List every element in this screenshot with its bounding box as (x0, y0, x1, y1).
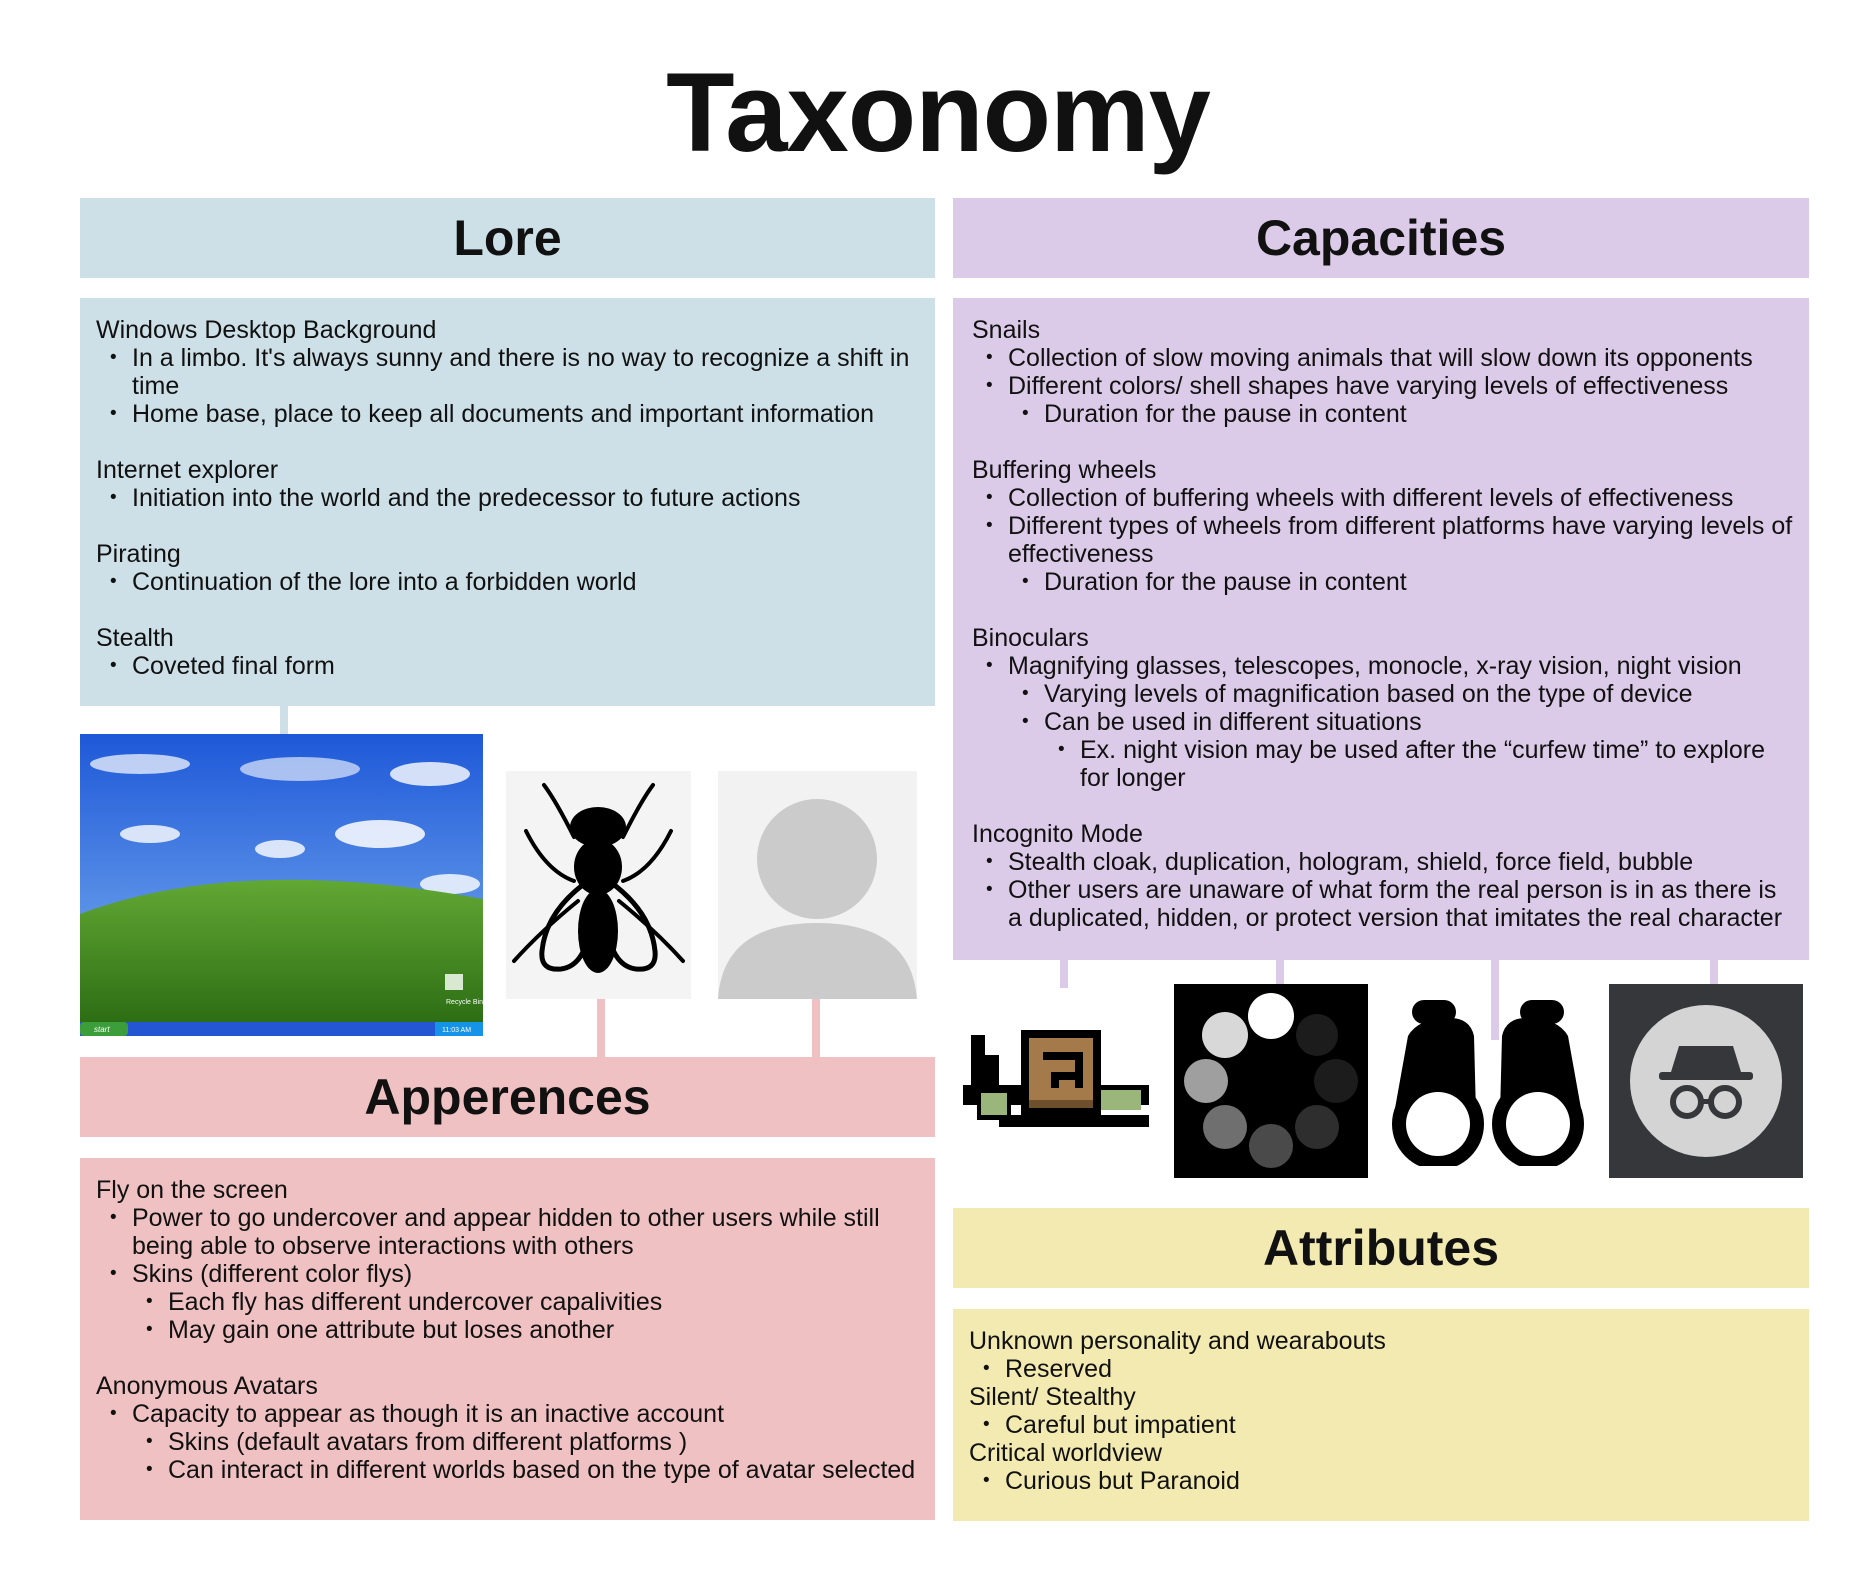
lore-group: Pirating Continuation of the lore into a… (96, 540, 919, 596)
appearances-header-label: Apperences (364, 1069, 651, 1125)
capacities-item: Collection of slow moving animals that w… (972, 344, 1793, 372)
capacities-item: Can be used in different situations (972, 708, 1793, 736)
capacities-connector (1060, 960, 1068, 988)
lore-panel: Windows Desktop Background In a limbo. I… (80, 298, 935, 706)
lore-header: Lore (80, 198, 935, 278)
capacities-item: Duration for the pause in content (972, 400, 1793, 428)
lore-group: Internet explorer Initiation into the wo… (96, 456, 919, 512)
attributes-item: Curious but Paranoid (969, 1467, 1793, 1495)
lore-item: Continuation of the lore into a forbidde… (96, 568, 919, 596)
buffering-wheel-icon (1174, 984, 1368, 1178)
attributes-item: Careful but impatient (969, 1411, 1793, 1439)
attributes-heading: Unknown personality and wearabouts (969, 1327, 1386, 1355)
capacities-heading: Snails (972, 316, 1041, 344)
capacities-item: Different colors/ shell shapes have vary… (972, 372, 1793, 400)
appearances-group: Fly on the screen Power to go undercover… (96, 1176, 919, 1344)
lore-group: Stealth Coveted final form (96, 624, 919, 680)
appearances-header: Apperences (80, 1057, 935, 1137)
snail-icon (963, 1030, 1149, 1130)
appearances-item: May gain one attribute but loses another (96, 1316, 919, 1344)
lore-connector (280, 706, 288, 734)
capacities-item: Varying levels of magnification based on… (972, 680, 1793, 708)
capacities-header-label: Capacities (1255, 210, 1507, 266)
appearances-connector (812, 999, 820, 1057)
capacities-heading: Buffering wheels (972, 456, 1157, 484)
lore-item: Home base, place to keep all documents a… (96, 400, 919, 428)
appearances-item: Each fly has different undercover capali… (96, 1288, 919, 1316)
incognito-icon (1609, 984, 1803, 1178)
capacities-heading: Binoculars (972, 624, 1089, 652)
capacities-group: Incognito Mode Stealth cloak, duplicatio… (972, 820, 1793, 932)
taskbar-clock: 11:03 AM (442, 1027, 471, 1034)
capacities-connector (1710, 960, 1718, 988)
appearances-item: Capacity to appear as though it is an in… (96, 1400, 919, 1428)
appearances-heading: Anonymous Avatars (96, 1372, 318, 1400)
capacities-header: Capacities (953, 198, 1809, 278)
appearances-item: Skins (default avatars from different pl… (96, 1428, 919, 1456)
binoculars-icon (1390, 996, 1586, 1170)
lore-heading: Pirating (96, 540, 181, 568)
capacities-heading: Incognito Mode (972, 820, 1143, 848)
attributes-header: Attributes (953, 1208, 1809, 1288)
capacities-item: Stealth cloak, duplication, hologram, sh… (972, 848, 1793, 876)
attributes-header-label: Attributes (1262, 1220, 1500, 1276)
appearances-heading: Fly on the screen (96, 1176, 288, 1204)
attributes-heading: Critical worldview (969, 1439, 1163, 1467)
appearances-group: Anonymous Avatars Capacity to appear as … (96, 1372, 919, 1484)
appearances-connector (597, 999, 605, 1057)
attributes-item: Reserved (969, 1355, 1793, 1383)
capacities-panel: Snails Collection of slow moving animals… (953, 298, 1809, 960)
capacities-group: Snails Collection of slow moving animals… (972, 316, 1793, 428)
lore-heading: Windows Desktop Background (96, 316, 437, 344)
appearances-item: Power to go undercover and appear hidden… (96, 1204, 919, 1260)
capacities-group: Binoculars Magnifying glasses, telescope… (972, 624, 1793, 792)
appearances-item: Can interact in different worlds based o… (96, 1456, 919, 1484)
capacities-group: Buffering wheels Collection of buffering… (972, 456, 1793, 596)
capacities-item: Magnifying glasses, telescopes, monocle,… (972, 652, 1793, 680)
attributes-panel: Unknown personality and wearabouts Reser… (953, 1309, 1809, 1521)
windows-desktop-icon: Recycle Bin start 11:03 AM (80, 734, 483, 1036)
capacities-connector (1491, 960, 1499, 1040)
lore-heading: Internet explorer (96, 456, 279, 484)
lore-item: In a limbo. It's always sunny and there … (96, 344, 919, 400)
recycle-bin-label: Recycle Bin (446, 999, 483, 1006)
start-button: start (94, 1025, 110, 1034)
fly-icon (506, 771, 691, 999)
capacities-item: Ex. night vision may be used after the “… (972, 736, 1793, 792)
lore-item: Coveted final form (96, 652, 919, 680)
capacities-connector (1276, 960, 1284, 988)
appearances-item: Skins (different color flys) (96, 1260, 919, 1288)
page-title: Taxonomy (666, 50, 1211, 175)
capacities-item: Other users are unaware of what form the… (972, 876, 1793, 932)
avatar-icon (718, 771, 917, 999)
capacities-item: Duration for the pause in content (972, 568, 1793, 596)
lore-item: Initiation into the world and the predec… (96, 484, 919, 512)
lore-group: Windows Desktop Background In a limbo. I… (96, 316, 919, 428)
attributes-heading: Silent/ Stealthy (969, 1383, 1136, 1411)
lore-heading: Stealth (96, 624, 174, 652)
appearances-panel: Fly on the screen Power to go undercover… (80, 1158, 935, 1520)
capacities-item: Collection of buffering wheels with diff… (972, 484, 1793, 512)
lore-header-label: Lore (453, 210, 562, 266)
capacities-item: Different types of wheels from different… (972, 512, 1793, 568)
